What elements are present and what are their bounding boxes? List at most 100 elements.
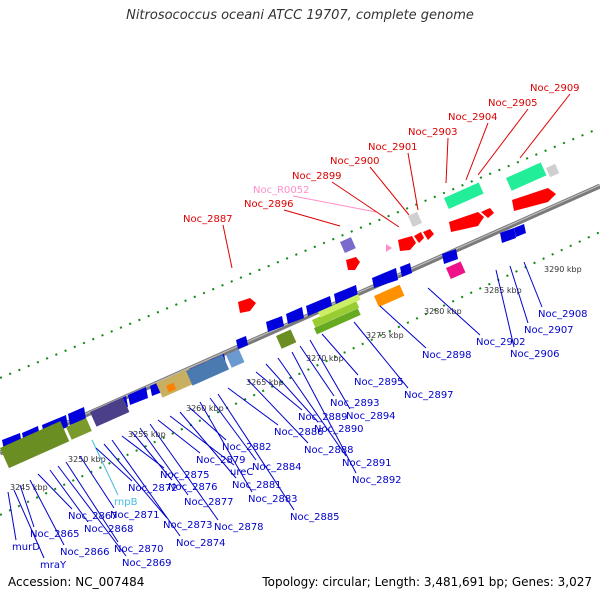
bottom-gene-label: Noc_2871 [110, 510, 160, 521]
map-title: Nitrosococcus oceani ATCC 19707, complet… [126, 8, 474, 23]
gene-noc-2900 [414, 232, 424, 243]
block-lightblue [226, 349, 245, 368]
gene-rev-17 [400, 263, 412, 277]
bottom-gene-label: Noc_2886 [274, 427, 324, 438]
gene-rev-13 [286, 307, 304, 324]
bottom-gene-label: Noc_2867 [68, 511, 118, 522]
kbp-label: 3255 kbp [128, 430, 166, 439]
top-gene-label: Noc_2905 [488, 98, 538, 109]
gene-noc-2909 [512, 188, 556, 211]
gene-noc-2903 [449, 212, 484, 232]
bottom-label-leader [49, 469, 89, 523]
block-olive-1 [0, 421, 70, 469]
bottom-gene-label: Noc_2878 [214, 522, 264, 533]
block-lime-1 [312, 300, 360, 328]
block-green-olive [276, 329, 297, 349]
bottom-gene-label: Noc_2866 [60, 547, 110, 558]
bottom-gene-label: murD [12, 542, 40, 553]
kbp-label: 3290 kbp [544, 265, 582, 274]
kbp-label: 3245 kbp [10, 483, 48, 492]
block-olive-2 [66, 418, 92, 440]
bottom-label-leader [19, 484, 35, 528]
bottom-gene-label: Noc_2870 [114, 544, 164, 555]
gene-rev-20 [514, 224, 526, 237]
gene-noc-2904 [481, 208, 494, 218]
gene-noc-2901 [423, 229, 434, 240]
bottom-gene-label: ureC [230, 467, 253, 478]
bottom-label-leader [29, 479, 65, 546]
bottom-gene-label: Noc_2898 [422, 350, 472, 361]
bottom-gene-label: Noc_2885 [290, 512, 340, 523]
bottom-gene-label: Noc_2895 [354, 377, 404, 388]
top-gene-label: Noc_2900 [330, 156, 380, 167]
bottom-label-leader [209, 397, 257, 461]
kbp-label: 3250 kbp [68, 455, 106, 464]
bottom-gene-label: Noc_2881 [232, 480, 282, 491]
bottom-gene-label: Noc_2876 [168, 482, 218, 493]
block-lime-2 [314, 308, 361, 335]
bottom-label-leader [427, 287, 481, 336]
bottom-gene-label: Noc_2873 [163, 520, 213, 531]
bottom-gene-label: Noc_2891 [342, 458, 392, 469]
top-gene-label: Noc_2904 [448, 112, 498, 123]
feature-blocks [0, 162, 560, 469]
bottom-gene-label: Noc_2894 [346, 411, 396, 422]
bottom-gene-label: Noc_2877 [184, 497, 234, 508]
bottom-gene-label: Noc_2908 [538, 309, 588, 320]
bottom-label-leader [277, 357, 347, 457]
bottom-label-leader [353, 321, 409, 389]
gene-rev-11 [236, 336, 248, 349]
bottom-label-leader [65, 461, 119, 543]
bottom-label-leader [309, 339, 351, 410]
bottom-gene-label: Noc_2907 [524, 325, 574, 336]
gene-rev-06 [128, 387, 148, 405]
bottom-gene-label: Noc_2883 [248, 494, 298, 505]
top-gene-label: Noc_2909 [530, 83, 580, 94]
bottom-label-leader [13, 489, 45, 559]
bottom-label-leader [199, 401, 253, 493]
kbp-label: 3280 kbp [424, 307, 462, 316]
bottom-label-leader [217, 393, 295, 511]
outer-tick-guide [0, 127, 600, 379]
bottom-label-leader [179, 411, 237, 479]
bottom-label-leader [131, 431, 173, 481]
block-magenta [445, 261, 466, 279]
bottom-label-leader [111, 439, 181, 537]
block-teal-1 [444, 182, 484, 209]
bottom-gene-label: Noc_2902 [476, 337, 526, 348]
inner-tick-guide [0, 231, 600, 516]
top-gene-label: Noc_2903 [408, 127, 458, 138]
block-tan [155, 368, 196, 398]
bottom-gene-label: Noc_2888 [304, 445, 354, 456]
bottom-label-leader [495, 269, 515, 348]
kbp-scale: 3245 kbp 3250 kbp 3255 kbp 3260 kbp 3265 kbp… [10, 265, 582, 492]
gene-rev-16 [372, 268, 398, 288]
block-steel [186, 354, 230, 386]
bottom-gene-label: Noc_2874 [176, 538, 226, 549]
bottom-gene-label: Noc_2869 [122, 558, 172, 569]
block-lavender [340, 237, 356, 253]
bottom-label-leader [291, 351, 357, 474]
forward-genes [238, 188, 556, 313]
top-gene-label: Noc_2899 [292, 171, 342, 182]
block-grey-2 [546, 163, 560, 178]
top-label-leader [222, 224, 233, 269]
bottom-label-leader [227, 387, 279, 426]
gene-noc-2899 [398, 236, 416, 251]
top-label-leader [283, 209, 341, 227]
top-label-leader [477, 108, 529, 176]
gene-rev-14 [306, 296, 332, 316]
rna-noc-r0052 [386, 244, 392, 252]
top-labels: Noc_2887 Noc_2896 Noc_R0052 Noc_2899 Noc_290… [183, 83, 580, 269]
bottom-gene-label: Noc_2897 [404, 390, 454, 401]
top-gene-label: Noc_2896 [244, 199, 294, 210]
block-lime-3 [317, 294, 361, 318]
block-orange-small [166, 382, 177, 393]
top-gene-label: Noc_R0052 [253, 185, 310, 196]
kbp-label: 3260 kbp [186, 404, 224, 413]
bottom-gene-label: mraY [40, 560, 67, 571]
gene-noc-2887 [238, 298, 256, 313]
bottom-label-leader [321, 333, 359, 376]
